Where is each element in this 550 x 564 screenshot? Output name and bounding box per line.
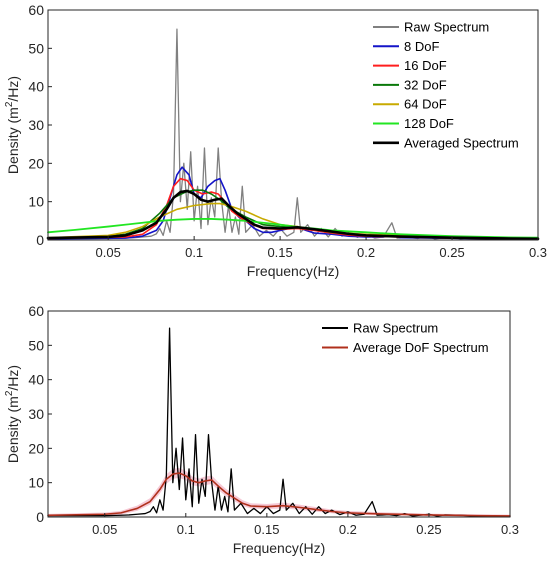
bottom-legend: Raw Spectrum Average DoF Spectrum: [316, 315, 508, 359]
top-y-tick-label: 20: [28, 155, 44, 171]
bottom-series-group: [47, 327, 511, 517]
top-y-tick-label: 50: [28, 40, 44, 56]
top-legend-label: Raw Spectrum: [404, 20, 489, 35]
top-x-tick-label: 0.25: [439, 245, 464, 260]
top-y-tick-label: 30: [28, 117, 44, 133]
bottom-y-tick-label: 40: [28, 372, 44, 388]
top-legend: Raw Spectrum 8 DoF 16 DoF 32 DoF 64 DoF 128 D…: [366, 12, 536, 156]
top-x-tick-label: 0.1: [185, 245, 203, 260]
bottom-y-tick-label: 20: [28, 440, 44, 456]
top-series-line-5: [47, 218, 539, 239]
top-series-line-6: [46, 189, 540, 241]
bottom-y-tick-label: 50: [28, 337, 44, 353]
bottom-y-tick-label: 0: [36, 509, 44, 525]
bottom-ticks: 0.05 0.1 0.15 0.2 0.25 0.3 0 10 20 30 40 50 60: [28, 303, 519, 537]
top-legend-label: 16 DoF: [404, 58, 447, 73]
top-x-tick-label: 0.15: [267, 245, 292, 260]
bottom-chart: 0.05 0.1 0.15 0.2 0.25 0.3 0 10 20 30 40 50 60 Frequ…: [4, 303, 519, 556]
bottom-x-tick-label: 0.2: [339, 522, 357, 537]
bottom-y-tick-label: 10: [28, 475, 44, 491]
bottom-x-tick-label: 0.25: [416, 522, 441, 537]
top-x-tick-label: 0.2: [357, 245, 375, 260]
bottom-y-tick-label: 30: [28, 406, 44, 422]
top-x-tick-label: 0.05: [96, 245, 121, 260]
top-chart: 0.05 0.1 0.15 0.2 0.25 0.3 0 10 20 30 40 50 60 Frequ…: [4, 2, 547, 279]
bottom-legend-label: Raw Spectrum: [353, 321, 438, 336]
bottom-y-tick-label: 60: [28, 303, 44, 319]
top-y-tick-label: 40: [28, 79, 44, 95]
top-y-axis-label: Density (m2/Hz): [4, 76, 21, 174]
bottom-x-tick-label: 0.3: [501, 522, 519, 537]
top-y-tick-label: 0: [36, 232, 44, 248]
bottom-legend-box: [316, 315, 508, 359]
bottom-x-tick-label: 0.1: [177, 522, 195, 537]
top-x-axis-label: Frequency(Hz): [247, 263, 340, 279]
top-y-tick-label: 60: [28, 2, 44, 18]
top-legend-label: 32 DoF: [404, 77, 447, 92]
bottom-y-axis-label: Density (m2/Hz): [4, 365, 21, 463]
bottom-x-tick-label: 0.15: [254, 522, 279, 537]
top-series-group: [46, 28, 540, 241]
bottom-confidence-band: [48, 467, 510, 517]
top-x-tick-label: 0.3: [529, 245, 547, 260]
bottom-x-tick-label: 0.05: [92, 522, 117, 537]
top-legend-label: 64 DoF: [404, 97, 447, 112]
top-legend-label: 8 DoF: [404, 39, 439, 54]
top-legend-label: Averaged Spectrum: [404, 135, 519, 150]
bottom-legend-label: Average DoF Spectrum: [353, 340, 489, 355]
bottom-series-line-1: [47, 472, 511, 517]
bottom-x-axis-label: Frequency(Hz): [233, 540, 326, 556]
top-legend-label: 128 DoF: [404, 116, 454, 131]
top-ticks: 0.05 0.1 0.15 0.2 0.25 0.3 0 10 20 30 40 50 60: [28, 2, 547, 260]
top-y-tick-label: 10: [28, 194, 44, 210]
